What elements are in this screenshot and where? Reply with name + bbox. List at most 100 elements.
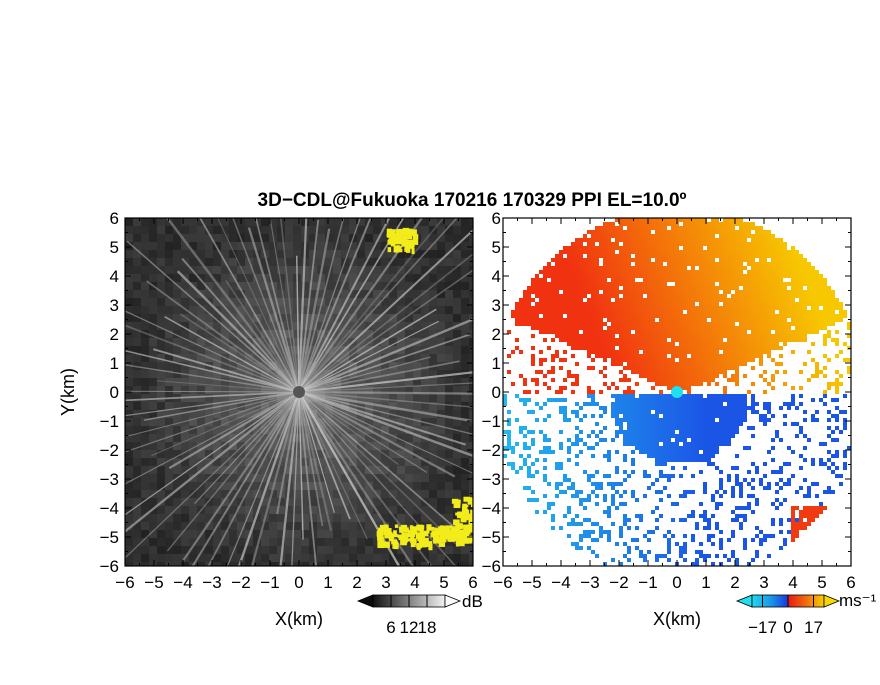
velocity-cell — [667, 314, 671, 318]
velocity-cell — [751, 354, 755, 358]
velocity-cell — [615, 330, 619, 334]
velocity-cell — [643, 250, 647, 254]
velocity-cell — [723, 298, 727, 302]
velocity-cell — [643, 350, 647, 354]
velocity-cell — [647, 282, 651, 286]
velocity-cell — [719, 262, 723, 266]
velocity-cell — [627, 270, 631, 274]
velocity-cell — [587, 310, 591, 314]
velocity-cell — [667, 358, 671, 362]
velocity-cell — [639, 230, 643, 234]
velocity-cell — [723, 374, 727, 378]
velocity-cell — [671, 382, 675, 386]
velocity-cell — [643, 226, 647, 230]
velocity-cell — [559, 294, 563, 298]
velocity-cell — [611, 270, 615, 274]
snr-cell — [133, 266, 141, 274]
snr-x-tick-label: 3 — [381, 573, 390, 592]
velocity-cell — [683, 386, 687, 390]
velocity-cell — [687, 242, 691, 246]
velocity-cell — [643, 306, 647, 310]
snr-cell — [293, 234, 301, 242]
velocity-cell — [603, 294, 607, 298]
velocity-cell — [779, 354, 783, 358]
velocity-cell — [675, 322, 679, 326]
snr-cell — [141, 378, 149, 386]
velocity-cell — [667, 278, 671, 282]
velocity-cell — [639, 254, 643, 258]
velocity-cell — [575, 326, 579, 330]
velocity-cell — [727, 338, 731, 342]
snr-cell — [421, 226, 429, 234]
velocity-cell — [827, 306, 831, 310]
snr-cell — [381, 554, 389, 562]
velocity-cell — [719, 274, 723, 278]
velocity-cell — [631, 394, 635, 398]
snr-cell — [461, 378, 469, 386]
velocity-cell — [739, 346, 743, 350]
velocity-cell — [839, 350, 843, 354]
snr-cell — [173, 506, 181, 514]
velocity-cell — [727, 282, 731, 286]
velocity-cell — [719, 226, 723, 230]
velocity-cell — [547, 398, 551, 402]
velocity-cell — [743, 326, 747, 330]
velocity-cell — [527, 294, 531, 298]
velocity-cell — [595, 330, 599, 334]
snr-x-tick-label: 0 — [294, 573, 303, 592]
snr-cell — [309, 226, 317, 234]
snr-cell — [181, 218, 189, 226]
velocity-cell — [535, 318, 539, 322]
velocity-cell — [687, 286, 691, 290]
velocity-cell — [543, 338, 547, 342]
velocity-cell — [671, 258, 675, 262]
velocity-cell — [711, 294, 715, 298]
velocity-cell — [731, 294, 735, 298]
velocity-cell — [703, 350, 707, 354]
velocity-cell — [655, 314, 659, 318]
velocity-cell — [695, 366, 699, 370]
velocity-cell — [811, 374, 815, 378]
snr-y-tick-label: 2 — [110, 325, 119, 344]
velocity-cell — [759, 310, 763, 314]
snr-cell — [453, 234, 461, 242]
velocity-cell — [767, 262, 771, 266]
velocity-cell — [691, 354, 695, 358]
velocity-cell — [747, 342, 751, 346]
velocity-cell — [583, 322, 587, 326]
snr-cell — [173, 522, 181, 530]
velocity-cell — [803, 274, 807, 278]
velocity-cell — [839, 306, 843, 310]
velocity-cell — [607, 306, 611, 310]
velocity-cell — [783, 282, 787, 286]
snr-cell — [173, 386, 181, 394]
velocity-cell — [651, 346, 655, 350]
velocity-cell — [651, 314, 655, 318]
velocity-cell — [735, 254, 739, 258]
velocity-cell — [671, 262, 675, 266]
velocity-cell — [607, 222, 611, 226]
velocity-cell — [787, 330, 791, 334]
snr-cell — [301, 538, 309, 546]
velocity-cell — [539, 270, 543, 274]
velocity-cell — [675, 302, 679, 306]
velocity-cell — [667, 242, 671, 246]
velocity-cell — [775, 346, 779, 350]
snr-cell — [157, 298, 165, 306]
velocity-cell — [755, 270, 759, 274]
velocity-cell — [715, 354, 719, 358]
snr-x-tick-label: 1 — [323, 573, 332, 592]
velocity-cell — [627, 234, 631, 238]
velocity-cell — [727, 366, 731, 370]
velocity-cell — [651, 246, 655, 250]
velocity-cell — [771, 262, 775, 266]
velocity-cell — [655, 342, 659, 346]
velocity-cell — [791, 330, 795, 334]
velocity-cell — [703, 326, 707, 330]
velocity-cell — [691, 298, 695, 302]
velocity-cell — [611, 358, 615, 362]
velocity-cell — [587, 386, 591, 390]
velocity-cell — [679, 370, 683, 374]
velocity-cell — [787, 302, 791, 306]
velocity-cell — [687, 334, 691, 338]
